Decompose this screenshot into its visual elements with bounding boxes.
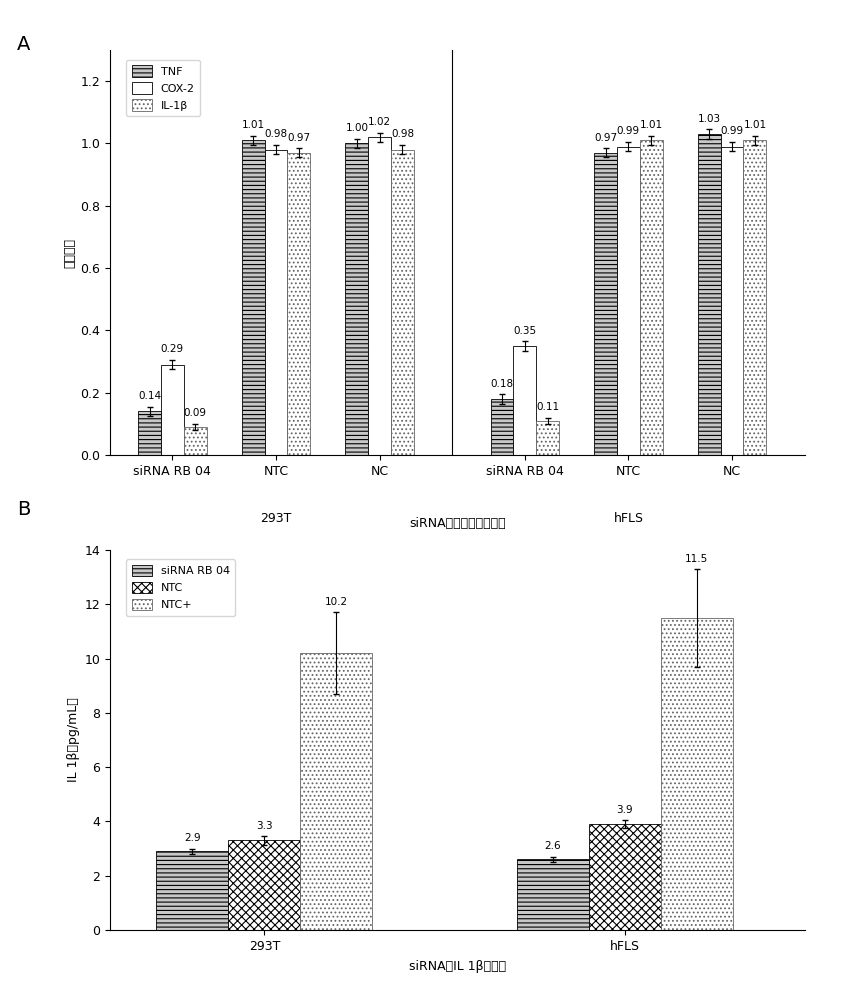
Y-axis label: 表达水平: 表达水平 [64,237,76,267]
Bar [346,143,368,455]
Text: 2.6: 2.6 [545,841,561,851]
Bar [138,411,161,455]
Bar [536,421,559,455]
Text: 0.98: 0.98 [390,129,414,139]
Bar [661,618,733,930]
Bar [161,365,184,455]
X-axis label: siRNA对IL 1β的影响: siRNA对IL 1β的影响 [409,960,506,973]
Text: 0.99: 0.99 [721,126,744,136]
Text: 3.9: 3.9 [617,805,633,815]
Text: 0.09: 0.09 [184,408,207,418]
Text: 0.97: 0.97 [287,133,310,143]
Text: 0.14: 0.14 [138,391,161,401]
Bar [698,134,721,455]
Bar [287,153,310,455]
Bar [589,824,661,930]
Text: 10.2: 10.2 [325,597,348,607]
Legend: TNF, COX-2, IL-1β: TNF, COX-2, IL-1β [126,60,200,116]
Bar [241,140,264,455]
Text: 0.18: 0.18 [490,379,513,389]
Text: 1.03: 1.03 [698,114,721,124]
Text: 2.9: 2.9 [184,833,201,843]
Text: B: B [17,500,30,519]
Text: 1.01: 1.01 [744,120,767,130]
Bar [639,140,662,455]
Bar [301,653,373,930]
Bar [513,346,536,455]
Text: 0.29: 0.29 [161,344,184,354]
Bar [157,851,229,930]
Bar [744,140,767,455]
Bar [517,859,589,930]
Text: 0.99: 0.99 [617,126,640,136]
Text: 3.3: 3.3 [256,821,273,831]
Bar [490,399,513,455]
Bar [368,137,391,455]
Text: 0.98: 0.98 [264,129,287,139]
Legend: siRNA RB 04, NTC, NTC+: siRNA RB 04, NTC, NTC+ [126,559,235,616]
Text: 1.01: 1.01 [639,120,663,130]
Bar [617,147,639,455]
Text: 0.35: 0.35 [513,326,536,336]
Text: 1.02: 1.02 [368,117,391,127]
Bar [595,153,617,455]
Bar [184,427,207,455]
Text: 0.11: 0.11 [536,402,559,412]
Bar [264,150,287,455]
Y-axis label: IL 1β（pg/mL）: IL 1β（pg/mL） [68,698,80,782]
Text: 1.00: 1.00 [346,123,368,133]
Bar [229,840,301,930]
Bar [391,150,414,455]
Text: 0.97: 0.97 [594,133,617,143]
Text: 11.5: 11.5 [685,554,708,564]
Text: 293T: 293T [260,512,291,525]
Text: 1.01: 1.01 [241,120,265,130]
X-axis label: siRNA降低炎症因子表达: siRNA降低炎症因子表达 [409,517,506,530]
Bar [721,147,744,455]
Text: hFLS: hFLS [613,512,644,525]
Text: A: A [17,35,30,54]
